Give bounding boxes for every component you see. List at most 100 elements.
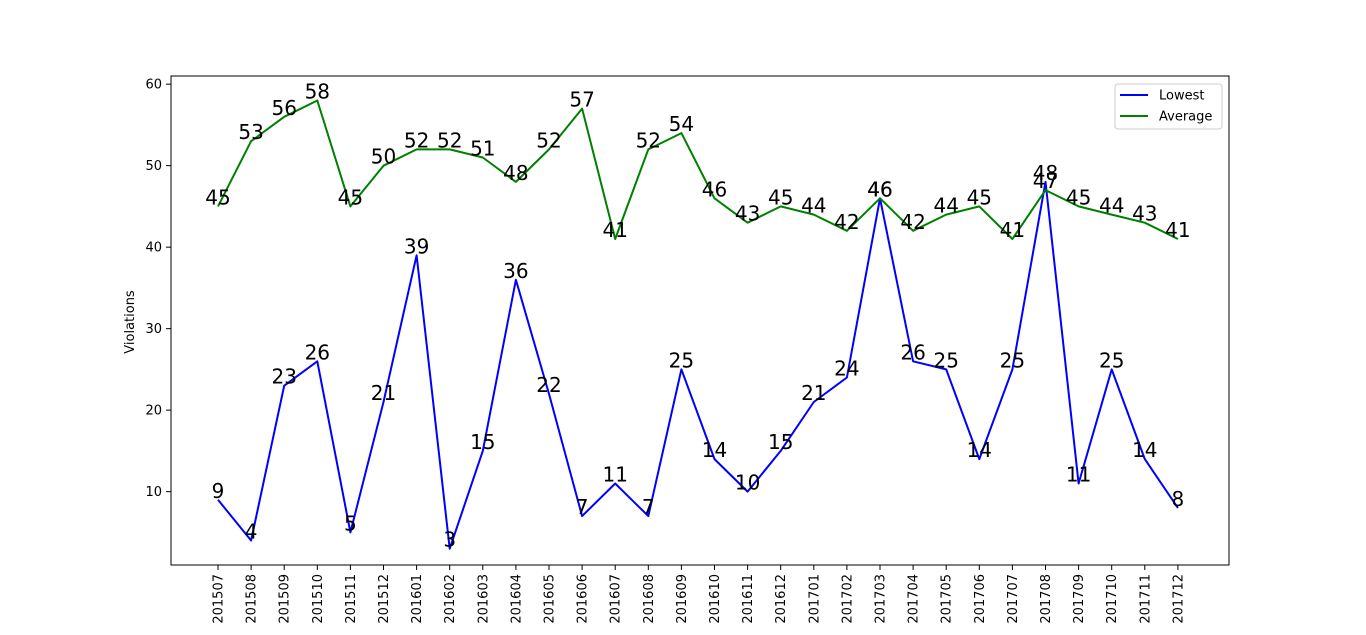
legend-label: Lowest (1159, 89, 1204, 104)
x-tick-label: 201605 (543, 574, 558, 624)
x-tick-label: 201711 (1138, 574, 1153, 624)
y-axis: 10 20 30 40 50 60 (145, 78, 171, 500)
data-label: 14 (1132, 438, 1157, 462)
data-label: 10 (735, 471, 760, 495)
data-label: 9 (212, 479, 225, 503)
data-label: 41 (1165, 218, 1190, 242)
data-label: 42 (900, 210, 925, 234)
data-label: 46 (867, 177, 892, 201)
x-tick-label: 201709 (1072, 574, 1087, 624)
data-label: 25 (1099, 348, 1124, 372)
data-label: 25 (1000, 348, 1025, 372)
x-tick-label: 201603 (476, 574, 491, 624)
data-label: 51 (470, 137, 495, 161)
data-label: 43 (1132, 202, 1157, 226)
x-axis: 201507 201508 201509 201510 201511 201512 2016… (212, 565, 1186, 624)
x-tick-label: 201607 (609, 574, 624, 624)
x-tick-label: 201606 (576, 574, 591, 624)
y-tick-label: 40 (145, 241, 162, 256)
x-tick-label: 201512 (377, 574, 392, 624)
series-line-average (217, 99, 1179, 240)
data-label: 52 (636, 128, 661, 152)
x-tick-label: 201712 (1171, 574, 1186, 624)
y-tick-label: 20 (145, 404, 162, 419)
series-group (217, 99, 1179, 550)
data-label: 48 (503, 161, 528, 185)
x-tick-label: 201704 (907, 574, 922, 624)
x-tick-label: 201604 (509, 574, 524, 624)
x-tick-label: 201508 (245, 574, 260, 624)
data-label: 41 (1000, 218, 1025, 242)
y-tick-label: 30 (145, 322, 162, 337)
data-label: 3 (443, 528, 456, 552)
legend: Lowest Average (1114, 83, 1223, 130)
data-label: 45 (205, 185, 230, 209)
x-tick-label: 201612 (774, 574, 789, 624)
data-label: 47 (1033, 169, 1058, 193)
data-label: 36 (503, 259, 528, 283)
data-label: 15 (768, 430, 793, 454)
data-label: 5 (344, 511, 357, 535)
data-label: 43 (735, 202, 760, 226)
x-tick-label: 201510 (311, 574, 326, 624)
data-label: 25 (933, 348, 958, 372)
data-label: 50 (371, 145, 396, 169)
data-label: 11 (602, 463, 627, 487)
x-tick-label: 201608 (642, 574, 657, 624)
data-label: 24 (834, 357, 859, 381)
x-tick-label: 201610 (708, 574, 723, 624)
y-axis-title: Violations (123, 290, 138, 354)
data-label: 11 (1066, 463, 1091, 487)
x-tick-label: 201609 (675, 574, 690, 624)
x-tick-label: 201507 (212, 574, 227, 624)
data-label: 21 (371, 381, 396, 405)
x-tick-label: 201703 (874, 574, 889, 624)
x-tick-label: 201707 (1006, 574, 1021, 624)
x-tick-label: 201509 (278, 574, 293, 624)
data-label: 44 (933, 194, 958, 218)
data-label: 7 (576, 495, 589, 519)
data-label: 21 (801, 381, 826, 405)
data-label: 44 (1099, 194, 1124, 218)
data-label: 46 (867, 177, 892, 201)
data-label: 48 (1033, 161, 1058, 185)
x-tick-label: 201601 (410, 574, 425, 624)
data-label: 53 (238, 120, 263, 144)
data-label: 39 (404, 234, 429, 258)
data-label: 41 (602, 218, 627, 242)
x-tick-label: 201708 (1039, 574, 1054, 624)
plot-area (170, 75, 1230, 566)
data-label: 44 (801, 194, 826, 218)
y-tick-label: 10 (145, 485, 162, 500)
x-tick-label: 201701 (807, 574, 822, 624)
data-label: 58 (305, 79, 330, 103)
data-label: 7 (642, 495, 655, 519)
data-label: 52 (536, 128, 561, 152)
series-line-lowest (217, 180, 1179, 550)
data-label: 25 (669, 348, 694, 372)
data-label: 45 (338, 185, 363, 209)
data-label: 42 (834, 210, 859, 234)
data-label: 26 (305, 340, 330, 364)
x-tick-label: 201602 (443, 574, 458, 624)
data-label: 4 (245, 520, 258, 544)
x-tick-label: 201705 (940, 574, 955, 624)
data-label: 52 (404, 128, 429, 152)
data-label: 15 (470, 430, 495, 454)
y-tick-label: 60 (145, 78, 162, 93)
data-label: 54 (669, 112, 694, 136)
data-label: 14 (702, 438, 727, 462)
data-label: 14 (967, 438, 992, 462)
y-tick-label: 50 (145, 159, 162, 174)
data-label: 57 (569, 88, 594, 112)
x-tick-label: 201511 (344, 574, 359, 624)
data-label: 45 (967, 185, 992, 209)
data-label: 52 (437, 128, 462, 152)
data-label: 56 (271, 96, 296, 120)
x-tick-label: 201702 (840, 574, 855, 624)
x-tick-label: 201611 (741, 574, 756, 624)
data-label: 8 (1172, 487, 1185, 511)
data-label: 26 (900, 340, 925, 364)
data-label: 45 (768, 185, 793, 209)
